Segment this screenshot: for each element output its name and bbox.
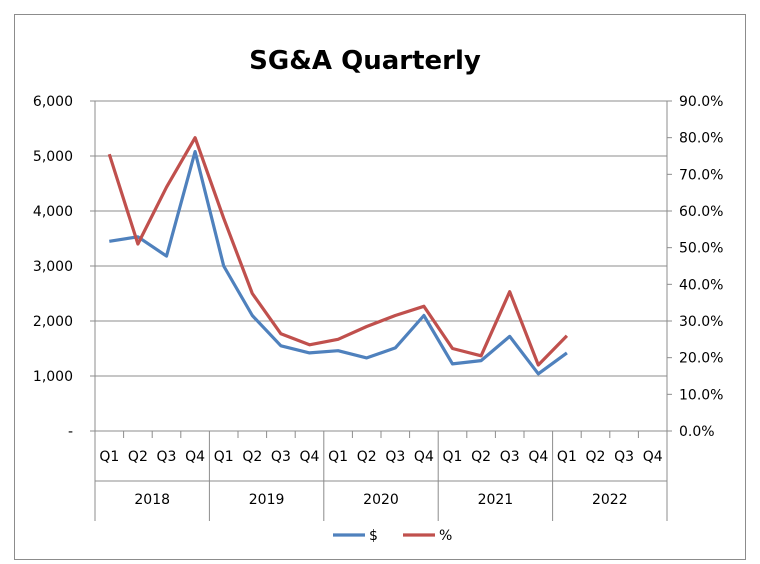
year-label: 2020: [363, 492, 399, 508]
quarter-label: Q2: [357, 449, 377, 465]
quarter-label: Q4: [300, 449, 320, 465]
right-tick-label: 30.0%: [679, 314, 723, 330]
quarter-label: Q3: [500, 449, 520, 465]
legend-label-1: $: [369, 528, 378, 544]
left-tick-label: 1,000: [33, 369, 73, 385]
year-label: 2022: [592, 492, 628, 508]
quarter-label: Q1: [214, 449, 234, 465]
sga-quarterly-chart: SG&A Quarterly - 1,000 2,000 3,000 4,000 5,00…: [33, 46, 724, 544]
left-tick-label: 3,000: [33, 259, 73, 275]
left-tick-label: 4,000: [33, 204, 73, 220]
quarter-label: Q2: [471, 449, 491, 465]
right-tick-label: 0.0%: [679, 424, 715, 440]
quarter-label: Q1: [328, 449, 348, 465]
quarter-label: Q3: [614, 449, 634, 465]
right-tick-label: 10.0%: [679, 387, 723, 403]
quarter-label: Q3: [271, 449, 291, 465]
chart-container: SG&A Quarterly - 1,000 2,000 3,000 4,000 5,00…: [14, 14, 746, 560]
legend-label-2: %: [439, 528, 452, 544]
quarter-label: Q4: [185, 449, 205, 465]
right-tick-label: 70.0%: [679, 167, 723, 183]
right-tick-label: 60.0%: [679, 204, 723, 220]
quarter-label: Q2: [128, 449, 148, 465]
left-tick-label: 2,000: [33, 314, 73, 330]
right-tick-label: 90.0%: [679, 94, 723, 110]
series-line-2: [107, 136, 569, 367]
year-label: 2019: [249, 492, 285, 508]
quarter-label: Q4: [414, 449, 434, 465]
quarter-label: Q1: [99, 449, 119, 465]
right-tick-label: 80.0%: [679, 131, 723, 147]
x-axis-ticks: Q1 Q2 Q3 Q4 Q1 Q2 Q3 Q4 Q1 Q2 Q3 Q4 Q1 Q2 Q3 Q4 Q1 Q2 Q3 Q4…: [94, 431, 668, 521]
quarter-label: Q1: [443, 449, 463, 465]
quarter-label: Q2: [586, 449, 606, 465]
quarter-label: Q4: [643, 449, 663, 465]
right-tick-label: 20.0%: [679, 351, 723, 367]
quarter-label: Q3: [157, 449, 177, 465]
quarter-label: Q3: [385, 449, 405, 465]
left-axis-ticks: - 1,000 2,000 3,000 4,000 5,000 6,000: [33, 94, 95, 440]
year-label: 2021: [478, 492, 514, 508]
series-line-1: [109, 150, 568, 376]
left-tick-label: -: [68, 424, 73, 440]
chart-title: SG&A Quarterly: [249, 46, 481, 76]
gridlines: [95, 100, 667, 377]
quarter-label: Q1: [557, 449, 577, 465]
left-tick-label: 5,000: [33, 149, 73, 165]
left-tick-label: 6,000: [33, 94, 73, 110]
quarter-label: Q4: [528, 449, 548, 465]
right-tick-label: 50.0%: [679, 241, 723, 257]
legend: $%: [333, 528, 452, 544]
right-tick-label: 40.0%: [679, 277, 723, 293]
quarter-label: Q2: [242, 449, 262, 465]
right-axis-ticks: 0.0% 10.0% 20.0% 30.0% 40.0% 50.0% 60.0% 70.0% 8…: [667, 94, 723, 440]
series-lines: [107, 136, 569, 376]
year-label: 2018: [134, 492, 170, 508]
